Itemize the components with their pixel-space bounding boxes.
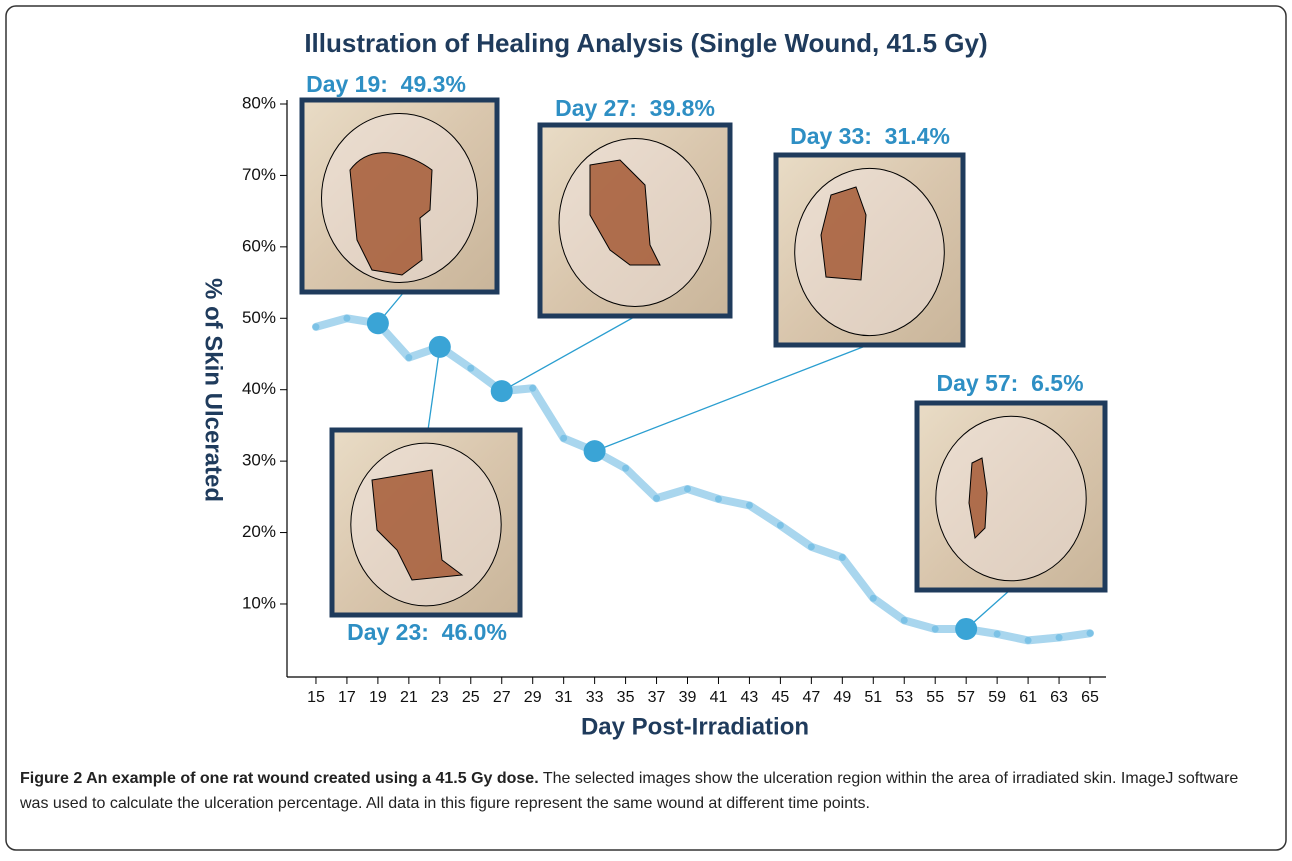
x-tick-label: 23: [431, 689, 449, 706]
annotation-label: Day 57: 6.5%: [936, 370, 1083, 396]
y-tick-label: 50%: [242, 308, 276, 327]
y-axis-title: % of Skin Ulcerated: [200, 278, 227, 502]
chart: Illustration of Healing Analysis (Single…: [0, 0, 1292, 856]
data-point: [715, 495, 722, 502]
data-point: [560, 435, 567, 442]
x-tick-label: 25: [462, 689, 480, 706]
wound-photo: [917, 403, 1105, 590]
x-tick-label: 45: [771, 689, 789, 706]
data-point: [622, 465, 629, 472]
irradiated-outline: [795, 168, 945, 335]
x-tick-label: 17: [338, 689, 356, 706]
wound-photo: [332, 430, 520, 615]
y-tick-label: 30%: [242, 451, 276, 470]
x-tick-label: 57: [957, 689, 975, 706]
x-tick-label: 49: [833, 689, 851, 706]
x-tick-label: 59: [988, 689, 1006, 706]
annotation-label: Day 27: 39.8%: [555, 95, 715, 121]
page: Illustration of Healing Analysis (Single…: [0, 0, 1292, 856]
y-tick-label: 10%: [242, 593, 276, 612]
wound-photo: [776, 155, 963, 345]
x-tick-label: 31: [555, 689, 573, 706]
x-tick-label: 37: [648, 689, 666, 706]
x-axis-title: Day Post-Irradiation: [581, 713, 809, 740]
data-point: [994, 630, 1001, 637]
data-point: [870, 595, 877, 602]
data-point: [746, 502, 753, 509]
data-point: [1056, 634, 1063, 641]
x-tick-label: 43: [741, 689, 759, 706]
data-point: [932, 625, 939, 632]
highlight-point: [584, 440, 606, 462]
x-tick-label: 29: [524, 689, 542, 706]
x-tick-label: 39: [679, 689, 697, 706]
x-tick-label: 47: [802, 689, 820, 706]
highlight-point: [367, 312, 389, 334]
data-point: [1087, 630, 1094, 637]
data-point: [312, 323, 319, 330]
y-tick-label: 40%: [242, 379, 276, 398]
x-tick-label: 27: [493, 689, 511, 706]
x-tick-label: 61: [1019, 689, 1037, 706]
irradiated-outline: [936, 416, 1086, 581]
data-point: [405, 354, 412, 361]
data-point: [653, 495, 660, 502]
x-tick-label: 51: [864, 689, 882, 706]
data-point: [808, 543, 815, 550]
y-tick-label: 60%: [242, 236, 276, 255]
annotation-label: Day 23: 46.0%: [347, 619, 507, 645]
data-point: [343, 315, 350, 322]
highlight-point: [955, 618, 977, 640]
data-point: [1025, 637, 1032, 644]
x-tick-label: 33: [586, 689, 604, 706]
caption: Figure 2 An example of one rat wound cre…: [20, 766, 1270, 816]
x-tick-label: 21: [400, 689, 418, 706]
data-point: [839, 554, 846, 561]
data-point: [467, 365, 474, 372]
y-tick-label: 20%: [242, 522, 276, 541]
x-tick-label: 35: [617, 689, 635, 706]
y-tick-label: 70%: [242, 165, 276, 184]
caption-label: Figure 2 An example of one rat wound cre…: [20, 770, 539, 787]
wound-photo: [540, 125, 730, 316]
chart-title: Illustration of Healing Analysis (Single…: [304, 28, 987, 58]
x-tick-label: 63: [1050, 689, 1068, 706]
annotation-label: Day 33: 31.4%: [790, 123, 950, 149]
x-tick-label: 55: [926, 689, 944, 706]
connector: [428, 347, 440, 430]
data-point: [901, 617, 908, 624]
wound-photo: [302, 100, 497, 292]
highlight-point: [491, 380, 513, 402]
data-point: [529, 385, 536, 392]
x-tick-label: 19: [369, 689, 387, 706]
annotation-label: Day 19: 49.3%: [306, 71, 466, 97]
x-tick-label: 53: [895, 689, 913, 706]
connector: [595, 345, 868, 451]
x-tick-label: 65: [1081, 689, 1099, 706]
data-point: [777, 522, 784, 529]
highlight-point: [429, 336, 451, 358]
x-tick-label: 15: [307, 689, 325, 706]
data-point: [684, 485, 691, 492]
connector: [502, 316, 636, 391]
x-tick-label: 41: [710, 689, 728, 706]
y-tick-label: 80%: [242, 93, 276, 112]
